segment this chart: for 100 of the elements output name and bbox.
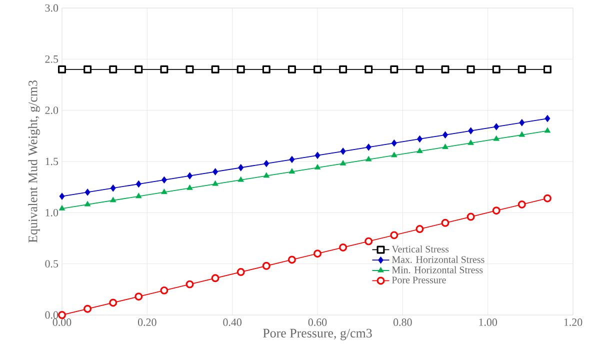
y-tick-label: 2.5 [45, 55, 58, 63]
point [390, 231, 398, 240]
point [110, 196, 116, 202]
point [58, 311, 66, 319]
y-tick-label: 0.5 [45, 260, 58, 268]
point [492, 206, 500, 215]
point [468, 139, 474, 145]
point [236, 65, 245, 74]
point [288, 168, 296, 174]
point [366, 144, 372, 151]
point [262, 65, 270, 74]
legend-label: Min. Horizontal Stress [392, 266, 483, 274]
point [84, 65, 92, 74]
point [390, 152, 398, 158]
point [160, 286, 168, 294]
legend-label: Max. Horizontal Stress [392, 256, 484, 263]
point [544, 127, 551, 133]
y-tick-label: 3.0 [45, 4, 58, 12]
point [543, 65, 552, 74]
x-tick-label: 0.60 [308, 318, 327, 326]
point [161, 176, 167, 184]
point [212, 168, 218, 176]
point [364, 65, 373, 74]
point [212, 180, 218, 186]
y-tick-label: 1.5 [46, 158, 58, 166]
point [238, 176, 244, 182]
x-tick-label: 0.20 [138, 318, 156, 326]
point [365, 156, 372, 162]
point [340, 148, 346, 155]
point [59, 192, 65, 200]
y-tick-label: 0.0 [45, 311, 58, 319]
point [84, 188, 90, 196]
point [187, 172, 192, 180]
point [84, 200, 91, 206]
x-axis-title: Pore Pressure, g/cm3 [263, 328, 372, 340]
point [262, 262, 270, 270]
point [289, 156, 295, 164]
point [416, 135, 422, 143]
y-tick-label: 2.0 [45, 106, 58, 114]
point [314, 152, 320, 160]
point [186, 184, 193, 190]
point [288, 256, 296, 264]
point [340, 160, 346, 166]
x-tick-label: 1.00 [479, 318, 498, 326]
point [314, 65, 322, 74]
point [58, 204, 66, 210]
point [416, 148, 423, 154]
point [58, 65, 66, 74]
point [494, 123, 500, 130]
point [519, 118, 525, 126]
point [109, 298, 118, 307]
point [264, 160, 270, 168]
point [493, 135, 500, 141]
point [416, 65, 424, 74]
point [390, 65, 398, 74]
point [441, 65, 450, 74]
point [136, 180, 142, 188]
point [544, 114, 550, 122]
point [492, 65, 500, 74]
point [161, 188, 168, 194]
point [543, 194, 552, 202]
point [186, 280, 194, 288]
point [238, 164, 244, 172]
point [441, 218, 450, 227]
point [314, 250, 322, 258]
point [135, 192, 142, 198]
point [518, 131, 526, 137]
point [466, 65, 475, 74]
point [211, 65, 220, 74]
point [466, 212, 475, 221]
point [391, 139, 397, 147]
point [416, 225, 424, 234]
y-axis-title: Equivalent Mud Weight, g/cm3 [28, 80, 40, 243]
x-tick-label: 0.40 [223, 318, 242, 326]
point [134, 65, 143, 74]
point [364, 237, 373, 246]
point [134, 292, 143, 301]
point [160, 65, 168, 74]
point [518, 65, 526, 74]
point [314, 164, 321, 170]
x-tick-label: 0.00 [52, 318, 72, 326]
point [211, 274, 220, 282]
point [109, 65, 118, 74]
point [339, 65, 348, 74]
point [84, 304, 92, 313]
point [236, 268, 245, 276]
y-tick-label: 1.0 [46, 208, 58, 216]
point [442, 131, 448, 139]
point [518, 200, 526, 208]
point [186, 65, 194, 74]
x-tick-label: 0.80 [394, 318, 412, 326]
point [263, 172, 270, 178]
point [339, 243, 348, 252]
legend-label: Vertical Stress [392, 245, 449, 253]
point [468, 127, 474, 134]
point [442, 144, 448, 150]
legend-label: Pore Pressure [392, 276, 446, 284]
x-tick-label: 1.20 [564, 318, 582, 326]
point [110, 184, 116, 192]
point [288, 65, 296, 74]
